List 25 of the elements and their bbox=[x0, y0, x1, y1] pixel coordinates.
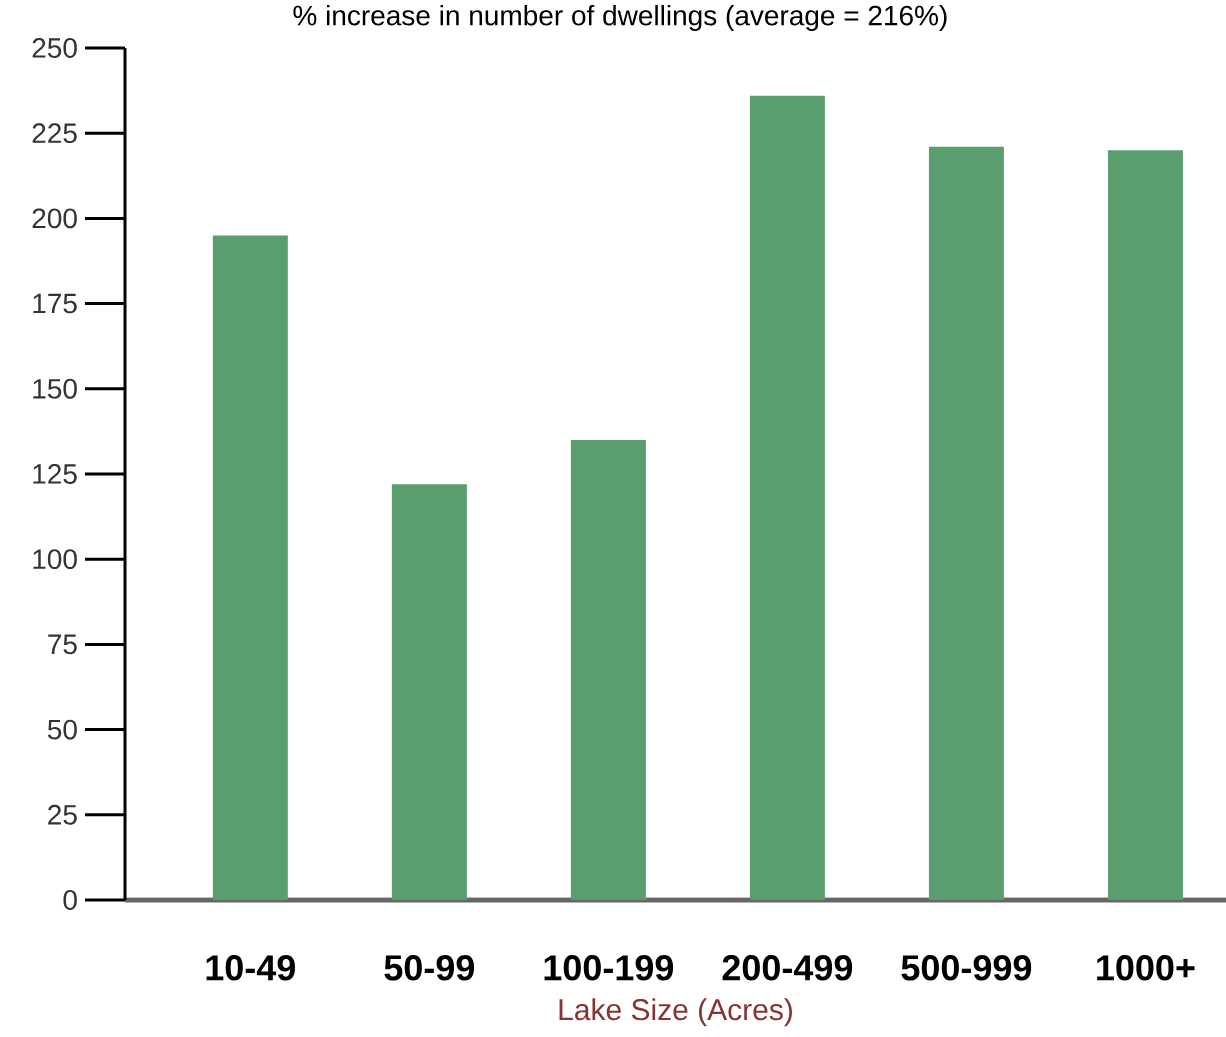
y-tick-label: 50 bbox=[47, 719, 77, 740]
y-tick-label: 175 bbox=[33, 293, 77, 314]
x-tick-label: 200-499 bbox=[722, 955, 853, 981]
bar bbox=[570, 439, 646, 900]
y-tick-label: 250 bbox=[32, 38, 77, 58]
y-tick-label: 150 bbox=[33, 378, 77, 399]
x-tick-label: 10-49 bbox=[206, 955, 296, 981]
y-tick-label: 25 bbox=[48, 804, 77, 825]
x-tick-label: 50-99 bbox=[384, 955, 475, 981]
bar bbox=[1107, 150, 1183, 900]
y-tick-label: 225 bbox=[32, 123, 77, 144]
y-tick-label: 200 bbox=[32, 208, 77, 229]
bar bbox=[212, 235, 288, 900]
y-tick-label: 100 bbox=[33, 549, 77, 570]
x-axis-title: Lake Size (Acres) bbox=[559, 998, 792, 1027]
bar bbox=[928, 146, 1004, 900]
chart-title: % increase in number of dwellings (average = 216%) bbox=[293, 4, 947, 32]
x-tick-label: 100-199 bbox=[544, 955, 674, 981]
x-tick-label: 500-999 bbox=[901, 955, 1032, 981]
y-tick-label: 75 bbox=[48, 634, 77, 655]
bar bbox=[391, 484, 467, 900]
bar bbox=[749, 95, 825, 900]
y-tick-label: 125 bbox=[33, 464, 77, 484]
x-tick-label: 1000+ bbox=[1097, 955, 1195, 981]
y-tick-label: 0 bbox=[63, 890, 77, 910]
